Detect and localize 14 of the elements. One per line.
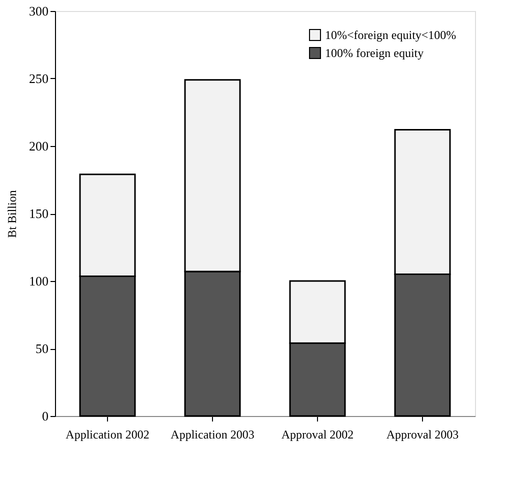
y-tick-label: 0 — [42, 408, 48, 424]
legend-label: 10%<foreign equity<100% — [325, 28, 456, 42]
y-tick-label: 200 — [29, 138, 48, 154]
x-tick-label: Application 2002 — [66, 428, 150, 442]
y-tick-label: 100 — [29, 274, 48, 288]
y-axis-title: Bt Billion — [5, 190, 19, 238]
x-tick-label: Approval 2003 — [386, 428, 459, 442]
x-tick-label: Approval 2002 — [281, 428, 354, 442]
legend-label: 100% foreign equity — [325, 46, 424, 60]
x-tick-label: Application 2003 — [170, 428, 254, 442]
y-tick-label: 50 — [36, 341, 48, 356]
y-tick-label: 250 — [29, 71, 48, 86]
y-tick-label: 300 — [29, 4, 48, 18]
y-tick-label: 150 — [29, 206, 48, 221]
